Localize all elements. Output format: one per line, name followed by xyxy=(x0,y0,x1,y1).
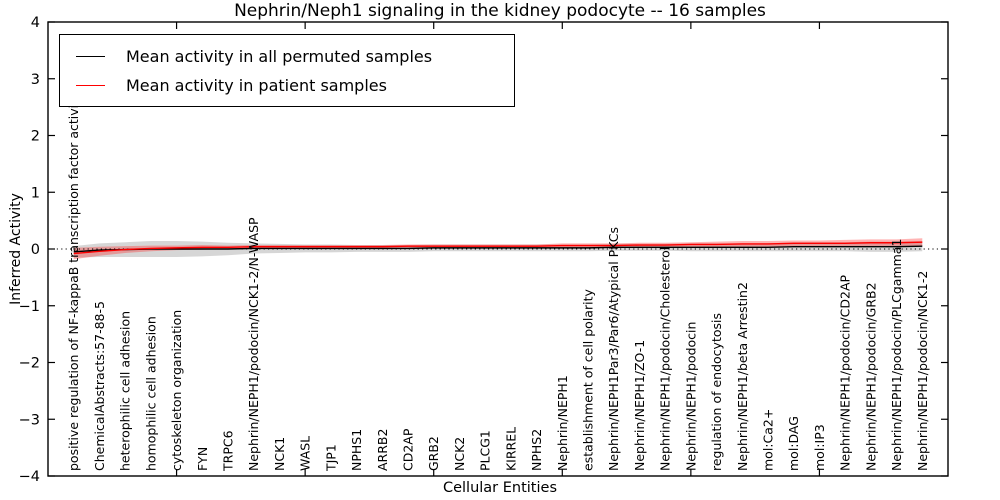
y-tick-label: −4 xyxy=(19,469,40,485)
x-tick-label: mol:Ca2+ xyxy=(761,409,776,471)
x-tick-label: NPHS2 xyxy=(529,429,544,471)
legend-label-patient: Mean activity in patient samples xyxy=(126,76,387,95)
y-tick-label: −3 xyxy=(19,412,40,428)
x-tick-label: Nephrin/NEPH1/podocin/GRB2 xyxy=(863,282,878,471)
x-tick-label: cytoskeleton organization xyxy=(169,310,184,471)
x-tick-label: mol:DAG xyxy=(786,416,801,471)
x-tick-label: Nephrin/NEPH1/podocin xyxy=(683,322,698,471)
legend: Mean activity in all permuted samples Me… xyxy=(59,34,515,107)
x-tick-label: NCK2 xyxy=(452,437,467,471)
y-tick-label: 2 xyxy=(31,129,40,145)
legend-label-permuted: Mean activity in all permuted samples xyxy=(126,47,433,66)
x-tick-label: Nephrin/NEPH1/podocin/PLCgamma1 xyxy=(889,239,904,471)
x-tick-label: ChemicalAbstracts:57-88-5 xyxy=(92,301,107,471)
x-tick-label: NPHS1 xyxy=(349,429,364,471)
x-tick-label: NCK1 xyxy=(272,437,287,471)
patient-line-swatch xyxy=(76,85,105,86)
y-tick-label: −1 xyxy=(19,299,40,315)
x-tick-label: positive regulation of NF-kappaB transcr… xyxy=(66,92,81,471)
patient-confidence-band xyxy=(73,238,923,260)
x-tick-label: regulation of endocytosis xyxy=(709,313,724,471)
x-tick-label: FYN xyxy=(195,447,210,471)
x-axis-label: Cellular Entities xyxy=(442,480,558,496)
permuted-mean-line xyxy=(73,245,923,253)
y-tick-label: 4 xyxy=(31,15,40,31)
x-tick-label: Nephrin/NEPH1/podocin/NCK1-2/N-WASP xyxy=(246,217,261,471)
y-tick-label: 3 xyxy=(31,72,40,88)
x-tick-label: Nephrin/NEPH1Par3/Par6/Atypical PKCs xyxy=(606,227,621,471)
x-tick-label: KIRREL xyxy=(503,427,518,471)
x-tick-label: heterophilic cell adhesion xyxy=(118,311,133,471)
y-tick-label: −2 xyxy=(19,356,40,372)
x-tick-label: establishment of cell polarity xyxy=(581,289,596,471)
x-tick-label: mol:IP3 xyxy=(812,424,827,471)
x-tick-label: Nephrin/NEPH1/podocin/Cholesterol xyxy=(658,247,673,471)
x-tick-label: PLCG1 xyxy=(478,430,493,471)
y-tick-label: 1 xyxy=(31,185,40,201)
x-tick-label: ARRB2 xyxy=(375,429,390,471)
x-tick-label: WASL xyxy=(298,436,313,471)
legend-entry-permuted: Mean activity in all permuted samples xyxy=(76,42,514,71)
plot-frame xyxy=(47,21,949,477)
x-tick-label: CD2AP xyxy=(401,428,416,471)
x-tick-label: Nephrin/NEPH1/podocin/NCK1-2 xyxy=(915,271,930,471)
x-tick-label: GRB2 xyxy=(426,436,441,471)
x-tick-label: Nephrin/NEPH1 xyxy=(555,375,570,471)
x-tick-label: Nephrin/NEPH1/beta Arrestin2 xyxy=(735,282,750,471)
x-tick-label: Nephrin/NEPH1/ZO-1 xyxy=(632,340,647,471)
y-tick-label: 0 xyxy=(31,242,40,258)
x-tick-label: TJP1 xyxy=(323,444,338,472)
legend-entry-patient: Mean activity in patient samples xyxy=(76,71,514,100)
permuted-line-swatch xyxy=(76,56,105,57)
x-tick-label: TRPC6 xyxy=(221,430,236,472)
patient-mean-line xyxy=(73,241,923,255)
x-tick-label: Nephrin/NEPH1/podocin/CD2AP xyxy=(838,275,853,471)
x-tick-label: homophilic cell adhesion xyxy=(143,316,158,471)
chart-title: Nephrin/Neph1 signaling in the kidney po… xyxy=(234,1,766,21)
